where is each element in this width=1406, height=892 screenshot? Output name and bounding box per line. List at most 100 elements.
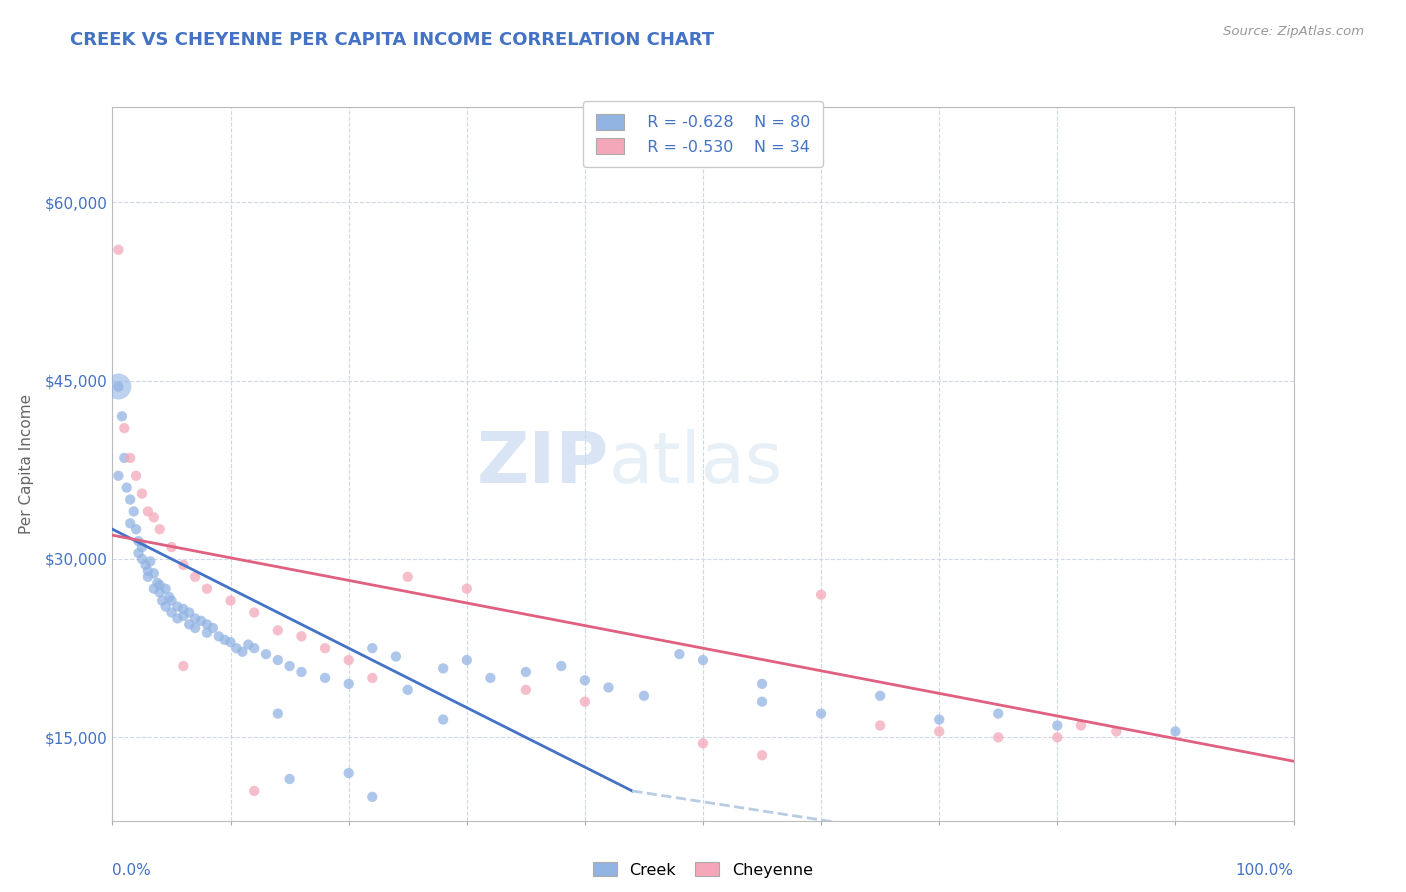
Point xyxy=(456,582,478,596)
Point xyxy=(278,772,301,786)
Point xyxy=(869,718,891,732)
Point xyxy=(243,784,266,798)
Point xyxy=(107,379,129,393)
Point xyxy=(479,671,502,685)
Point xyxy=(432,661,454,675)
Point xyxy=(149,522,172,536)
Point xyxy=(633,689,655,703)
Point xyxy=(142,510,165,524)
Point xyxy=(1070,718,1092,732)
Point xyxy=(195,625,218,640)
Point xyxy=(1046,718,1069,732)
Point xyxy=(243,606,266,620)
Point xyxy=(337,653,360,667)
Point xyxy=(396,682,419,697)
Point xyxy=(160,606,183,620)
Point xyxy=(160,540,183,554)
Point xyxy=(267,624,290,638)
Point xyxy=(112,421,135,435)
Point xyxy=(515,682,537,697)
Point xyxy=(142,582,165,596)
Point xyxy=(214,632,236,647)
Point xyxy=(290,665,312,679)
Point xyxy=(869,689,891,703)
Point xyxy=(201,621,224,635)
Point xyxy=(172,609,194,624)
Point xyxy=(810,706,832,721)
Point xyxy=(1105,724,1128,739)
Point xyxy=(179,617,201,632)
Point xyxy=(751,677,773,691)
Point xyxy=(668,647,690,661)
Text: Source: ZipAtlas.com: Source: ZipAtlas.com xyxy=(1223,25,1364,38)
Point xyxy=(810,588,832,602)
Text: CREEK VS CHEYENNE PER CAPITA INCOME CORRELATION CHART: CREEK VS CHEYENNE PER CAPITA INCOME CORR… xyxy=(70,31,714,49)
Point xyxy=(149,578,172,592)
Point xyxy=(172,602,194,616)
Point xyxy=(115,481,138,495)
Point xyxy=(692,736,714,750)
Point xyxy=(149,585,172,599)
Point xyxy=(574,673,596,688)
Text: ZIP: ZIP xyxy=(477,429,609,499)
Point xyxy=(337,766,360,780)
Point xyxy=(166,611,188,625)
Point xyxy=(751,748,773,763)
Point xyxy=(238,638,260,652)
Point xyxy=(550,659,572,673)
Point xyxy=(598,681,620,695)
Point xyxy=(243,641,266,656)
Point xyxy=(107,379,129,393)
Point xyxy=(131,540,153,554)
Point xyxy=(166,599,188,614)
Point xyxy=(136,570,159,584)
Point xyxy=(150,593,173,607)
Point xyxy=(1046,731,1069,745)
Point xyxy=(160,593,183,607)
Point xyxy=(120,492,142,507)
Text: atlas: atlas xyxy=(609,429,783,499)
Point xyxy=(195,582,218,596)
Point xyxy=(219,635,242,649)
Point xyxy=(122,504,145,518)
Point xyxy=(111,409,134,424)
Text: 0.0%: 0.0% xyxy=(112,863,152,879)
Point xyxy=(290,629,312,643)
Point xyxy=(219,593,242,607)
Point xyxy=(314,671,336,685)
Point xyxy=(361,641,384,656)
Point xyxy=(157,590,180,604)
Point xyxy=(172,659,194,673)
Point xyxy=(135,558,157,572)
Point xyxy=(385,649,408,664)
Point xyxy=(515,665,537,679)
Point xyxy=(278,659,301,673)
Point xyxy=(267,706,290,721)
Point xyxy=(208,629,231,643)
Point xyxy=(1164,724,1187,739)
Point xyxy=(155,582,177,596)
Point xyxy=(267,653,290,667)
Point xyxy=(127,546,149,560)
Point xyxy=(361,789,384,804)
Point xyxy=(456,653,478,667)
Point xyxy=(184,570,207,584)
Point xyxy=(361,671,384,685)
Point xyxy=(184,621,207,635)
Point xyxy=(136,564,159,578)
Point xyxy=(987,731,1010,745)
Point xyxy=(337,677,360,691)
Point xyxy=(751,695,773,709)
Point xyxy=(112,450,135,465)
Point xyxy=(107,243,129,257)
Point xyxy=(190,614,212,628)
Point xyxy=(225,641,247,656)
Point xyxy=(928,724,950,739)
Y-axis label: Per Capita Income: Per Capita Income xyxy=(18,393,34,534)
Legend: Creek, Cheyenne: Creek, Cheyenne xyxy=(586,855,820,884)
Point xyxy=(396,570,419,584)
Point xyxy=(139,554,162,568)
Point xyxy=(131,486,153,500)
Point xyxy=(125,468,148,483)
Point xyxy=(184,611,207,625)
